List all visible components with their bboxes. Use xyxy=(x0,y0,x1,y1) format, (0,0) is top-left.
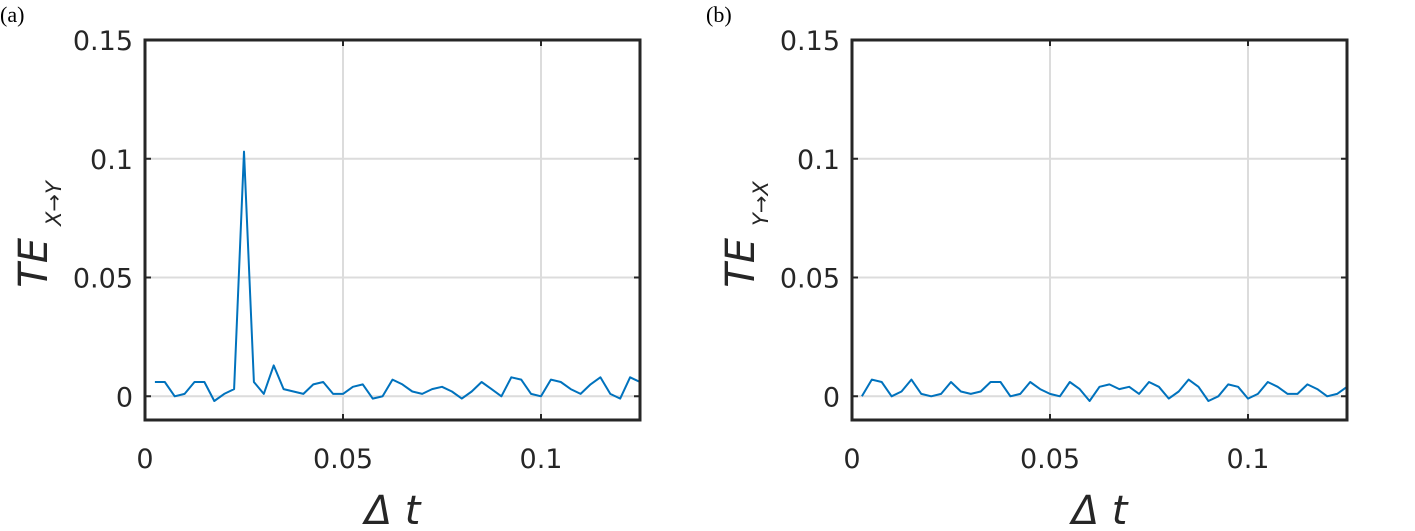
y-axis-label-subscript: Y→X xyxy=(749,181,773,226)
x-tick-label: 0 xyxy=(136,444,153,475)
y-tick-label: 0 xyxy=(116,382,133,413)
y-tick-label: 0.1 xyxy=(797,145,840,176)
y-tick-label: 0 xyxy=(823,382,840,413)
series-line xyxy=(154,150,641,402)
plot-frame xyxy=(850,38,1349,422)
x-tick-label: 0.1 xyxy=(520,444,563,475)
y-tick-label: 0.05 xyxy=(780,264,840,295)
plot-frame xyxy=(143,38,642,422)
x-tick-label: 0.05 xyxy=(313,444,373,475)
panel-b: (b) 0 0.05 0.1 0 0.05 0.1 0.15 Δ t TE Y→X xyxy=(706,2,1349,531)
y-tick-label: 0.05 xyxy=(73,264,133,295)
x-tick-label: 0 xyxy=(843,444,860,475)
x-axis-label: Δ t xyxy=(362,488,422,531)
y-tick-label: 0.15 xyxy=(73,26,133,57)
x-tick-label: 0.05 xyxy=(1020,444,1080,475)
panel-label-a: (a) xyxy=(0,2,24,27)
y-axis-label-main: TE xyxy=(718,237,764,287)
series-line xyxy=(861,378,1348,402)
y-axis-label-subscript: X→Y xyxy=(42,179,66,227)
x-axis-label: Δ t xyxy=(1069,488,1129,531)
y-axis-label-main: TE xyxy=(11,237,57,287)
y-tick-label: 0.15 xyxy=(780,26,840,57)
x-tick-label: 0.1 xyxy=(1227,444,1270,475)
y-axis-label: TE X→Y xyxy=(11,179,66,288)
panel-label-b: (b) xyxy=(706,2,732,27)
panel-a: (a) 0 0.05 0.1 0 0.05 0.1 0.15 Δ t TE X→Y xyxy=(0,2,642,531)
y-tick-label: 0.1 xyxy=(90,145,133,176)
y-axis-label: TE Y→X xyxy=(718,181,773,288)
